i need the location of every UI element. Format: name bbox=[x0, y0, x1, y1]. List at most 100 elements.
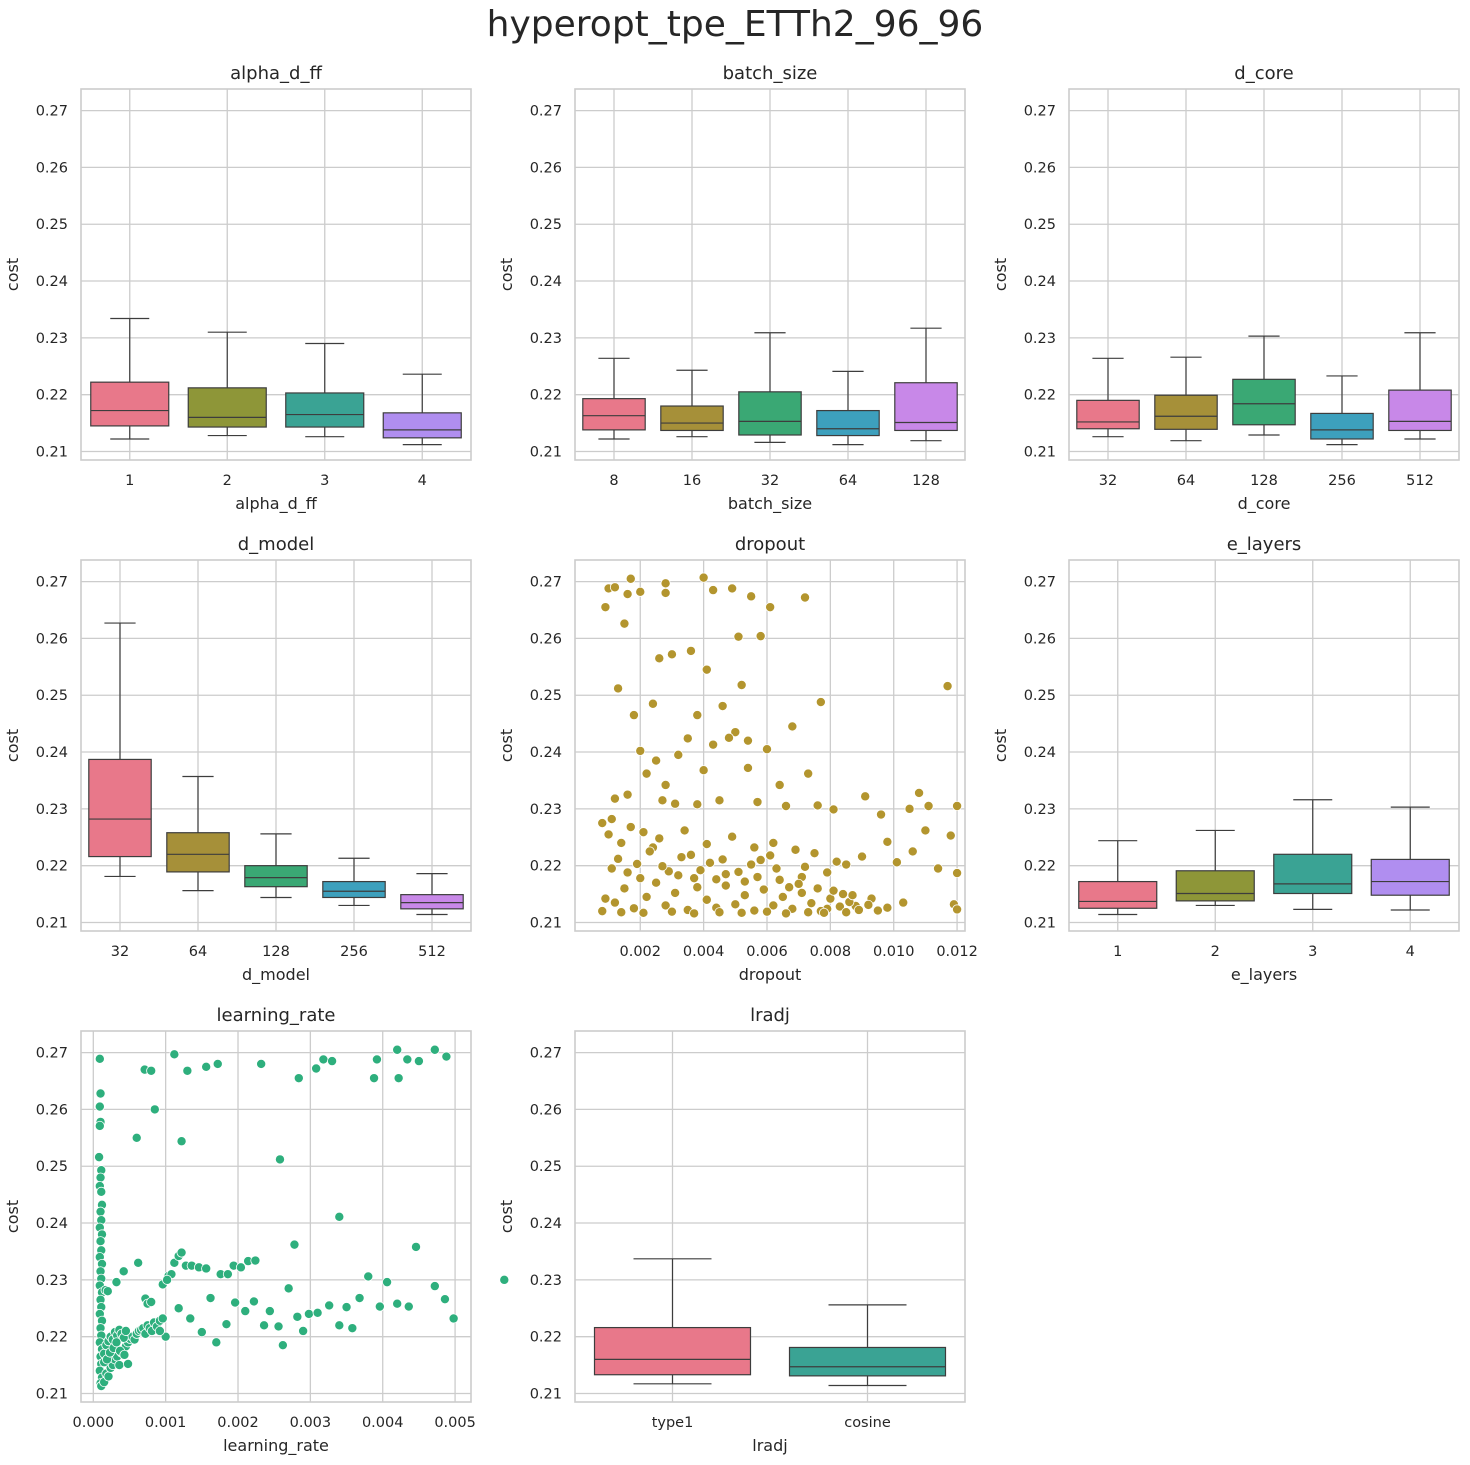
scatter-point bbox=[95, 1172, 106, 1183]
x-tick-label: 2 bbox=[1211, 944, 1220, 960]
scatter-point bbox=[828, 804, 839, 815]
scatter-point bbox=[742, 762, 753, 773]
scatter-point bbox=[641, 891, 652, 902]
x-axis-label: alpha_d_ff bbox=[235, 494, 318, 514]
subplot-title: d_model bbox=[238, 534, 314, 555]
subplot-title: alpha_d_ff bbox=[230, 63, 322, 84]
scatter-point bbox=[411, 1241, 422, 1252]
scatter-point bbox=[739, 876, 750, 887]
scatter-point bbox=[660, 578, 671, 589]
scatter-point bbox=[660, 779, 671, 790]
scatter-point bbox=[133, 1257, 144, 1268]
scatter-point bbox=[891, 857, 902, 868]
y-tick-label: 0.25 bbox=[36, 217, 68, 233]
subplot-title: e_layers bbox=[1227, 534, 1302, 555]
x-tick-label: 512 bbox=[418, 944, 446, 960]
box-2 bbox=[187, 331, 267, 437]
box-32 bbox=[738, 332, 802, 443]
scatter-point bbox=[831, 856, 842, 867]
scatter-point bbox=[289, 1239, 300, 1250]
scatter-point bbox=[393, 1073, 404, 1084]
scatter-point bbox=[777, 891, 788, 902]
box-body bbox=[88, 758, 152, 858]
scatter-point bbox=[169, 1049, 180, 1060]
scatter-point bbox=[222, 1269, 233, 1280]
scatter-point bbox=[212, 1058, 223, 1069]
y-tick-label: 0.25 bbox=[36, 688, 68, 704]
scatter-point bbox=[666, 649, 677, 660]
y-tick-label: 0.27 bbox=[36, 1046, 68, 1062]
scatter-point bbox=[324, 1300, 335, 1311]
y-tick-label: 0.27 bbox=[1024, 104, 1056, 120]
box-body bbox=[400, 894, 464, 910]
y-tick-label: 0.24 bbox=[530, 1216, 562, 1232]
scatter-point bbox=[774, 874, 785, 885]
scatter-point bbox=[146, 1065, 157, 1076]
box-1 bbox=[90, 317, 170, 440]
scatter-point bbox=[952, 868, 963, 879]
scatter-point bbox=[685, 645, 696, 656]
scatter-point bbox=[625, 822, 636, 833]
box-body bbox=[1078, 880, 1158, 909]
scatter-point bbox=[679, 825, 690, 836]
x-tick-label: 128 bbox=[1250, 473, 1278, 489]
scatter-point bbox=[429, 1044, 440, 1055]
scatter-point bbox=[701, 664, 712, 675]
x-axis-label: d_model bbox=[242, 965, 310, 985]
y-tick-label: 0.22 bbox=[530, 859, 562, 875]
scatter-point bbox=[828, 885, 839, 896]
scatter-point bbox=[872, 905, 883, 916]
scatter-point bbox=[606, 863, 617, 874]
x-tick-label: 0.001 bbox=[145, 1415, 187, 1431]
scatter-point bbox=[119, 1349, 130, 1360]
y-tick-label: 0.26 bbox=[1024, 631, 1056, 647]
scatter-point bbox=[838, 889, 849, 900]
scatter-point bbox=[841, 907, 852, 918]
scatter-point bbox=[780, 801, 791, 812]
scatter-point bbox=[822, 867, 833, 878]
box-body bbox=[1076, 399, 1140, 430]
scatter-point bbox=[654, 833, 665, 844]
scatter-point bbox=[800, 861, 811, 872]
y-tick-label: 0.25 bbox=[530, 1159, 562, 1175]
scatter-point bbox=[392, 1298, 403, 1309]
scatter-point bbox=[248, 1296, 259, 1307]
box-3 bbox=[285, 342, 365, 438]
x-tick-label: 1 bbox=[1113, 944, 1122, 960]
y-tick-label: 0.25 bbox=[530, 217, 562, 233]
scatter-point bbox=[609, 793, 620, 804]
box-type1 bbox=[593, 1258, 752, 1385]
y-tick-label: 0.21 bbox=[36, 444, 68, 460]
scatter-point bbox=[318, 1054, 329, 1065]
scatter-point bbox=[235, 1262, 246, 1273]
scatter-point bbox=[758, 884, 769, 895]
x-tick-label: 0.003 bbox=[290, 1415, 332, 1431]
scatter-point bbox=[277, 1340, 288, 1351]
scatter-point bbox=[613, 683, 624, 694]
scatter-point bbox=[806, 898, 817, 909]
x-tick-label: 0.004 bbox=[683, 944, 725, 960]
scatter-point bbox=[625, 573, 636, 584]
scatter-point bbox=[815, 697, 826, 708]
scatter-point bbox=[371, 1054, 382, 1065]
subplot-learning-rate: 0.21 0.22 0.23 0.24 0.25 0.26 0.27 0.000 0.001 0.… bbox=[3, 1005, 510, 1456]
subplot-title: d_core bbox=[1234, 63, 1293, 84]
y-tick-label: 0.23 bbox=[530, 331, 562, 347]
scatter-point bbox=[787, 721, 798, 732]
scatter-point bbox=[673, 749, 684, 760]
box-body bbox=[382, 412, 462, 439]
scatter-point bbox=[95, 1088, 106, 1099]
scatter-point bbox=[654, 653, 665, 664]
scatter-point bbox=[933, 863, 944, 874]
scatter-point bbox=[904, 803, 915, 814]
y-tick-label: 0.26 bbox=[1024, 160, 1056, 176]
scatter-point bbox=[609, 582, 620, 593]
scatter-point bbox=[616, 837, 627, 848]
scatter-point bbox=[803, 907, 814, 918]
scatter-point bbox=[749, 842, 760, 853]
scatter-point bbox=[682, 733, 693, 744]
y-axis-label: cost bbox=[497, 729, 516, 762]
scatter-point bbox=[111, 1277, 122, 1288]
scatter-point bbox=[755, 631, 766, 642]
scatter-point bbox=[752, 872, 763, 883]
